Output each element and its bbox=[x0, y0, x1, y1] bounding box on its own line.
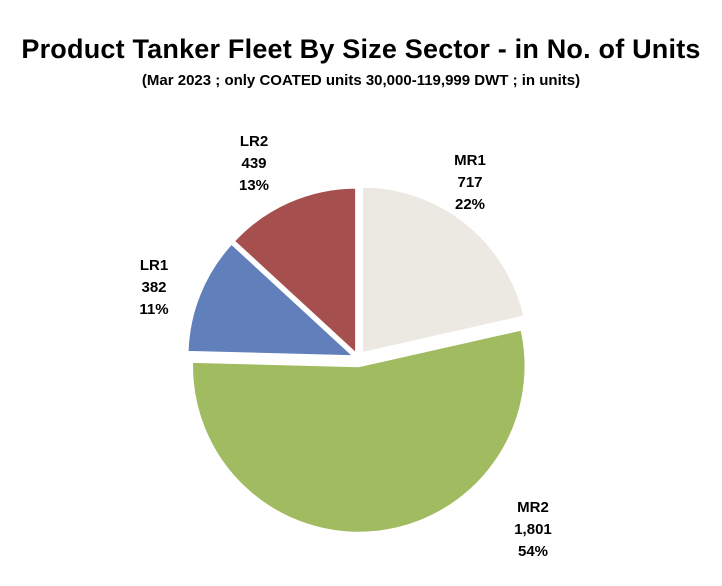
slice-percent: 54% bbox=[517, 543, 549, 560]
pie-slice-lr1 bbox=[186, 242, 356, 358]
slice-label-mr2: MR2 1,801 54% bbox=[498, 497, 568, 563]
slice-name: MR1 bbox=[454, 152, 486, 169]
slice-percent: 22% bbox=[454, 196, 486, 213]
slice-value: 439 bbox=[241, 155, 267, 172]
slice-label-mr1: MR1 717 22% bbox=[435, 150, 505, 216]
slice-value: 1,801 bbox=[514, 521, 552, 538]
pie-slice-mr1 bbox=[360, 185, 526, 355]
slice-name: LR1 bbox=[139, 257, 169, 274]
slice-label-lr2: LR2 439 13% bbox=[219, 131, 289, 197]
chart-subtitle: (Mar 2023 ; only COATED units 30,000-119… bbox=[141, 72, 581, 89]
slice-percent: 13% bbox=[238, 177, 270, 194]
chart-title: Product Tanker Fleet By Size Sector - in… bbox=[21, 34, 701, 64]
slice-name: MR2 bbox=[517, 499, 549, 516]
slice-label-lr1: LR1 382 11% bbox=[119, 255, 189, 321]
pie-slice-lr2 bbox=[232, 186, 358, 356]
slice-value: 717 bbox=[457, 174, 483, 191]
slice-percent: 11% bbox=[139, 301, 169, 318]
slice-value: 382 bbox=[141, 279, 167, 296]
slice-name: LR2 bbox=[239, 133, 269, 150]
pie-slice-mr2 bbox=[190, 328, 527, 535]
